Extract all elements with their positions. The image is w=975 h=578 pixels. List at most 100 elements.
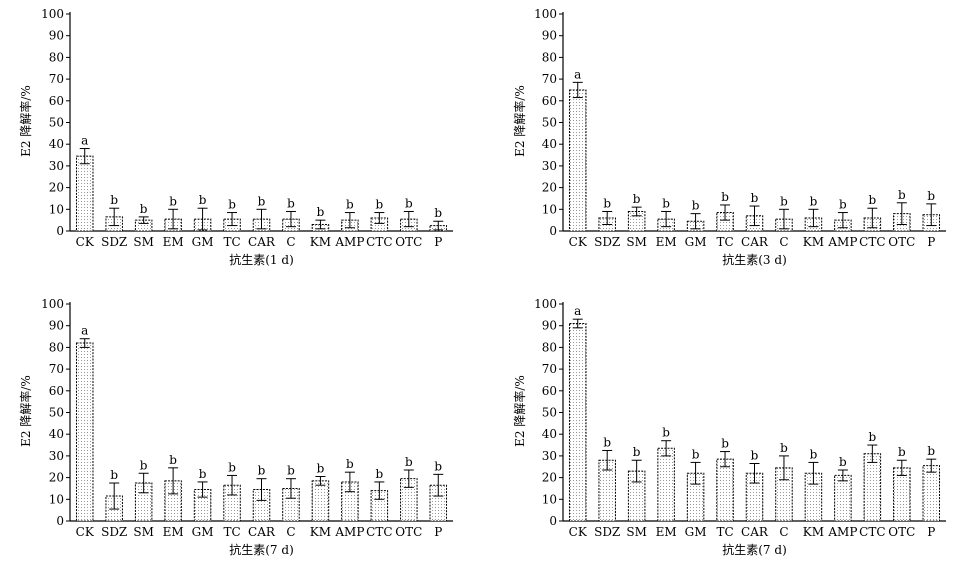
y-tick-label: 20 — [49, 181, 64, 195]
significance-label: b — [898, 188, 906, 202]
significance-label: b — [751, 448, 759, 462]
x-tick-label: SDZ — [594, 525, 620, 539]
bar-p — [922, 465, 941, 522]
significance-label: b — [317, 462, 325, 476]
x-tick-label: AMP — [827, 235, 857, 249]
x-tick-label: P — [927, 235, 935, 249]
y-tick-label: 40 — [542, 427, 557, 441]
x-tick-label: CAR — [741, 235, 769, 249]
y-tick-label: 80 — [49, 340, 64, 354]
x-tick-label: KM — [803, 525, 824, 539]
bar-ctc — [863, 453, 882, 522]
y-tick-label: 20 — [542, 181, 557, 195]
x-tick-label: SDZ — [101, 525, 127, 539]
x-tick-label: P — [927, 525, 935, 539]
significance-label: a — [574, 304, 581, 318]
x-tick-label: AMP — [334, 235, 364, 249]
x-tick-label: CTC — [859, 235, 885, 249]
x-tick-label: C — [779, 525, 788, 539]
x-tick-label: TC — [716, 235, 733, 249]
y-tick-label: 30 — [49, 159, 64, 173]
x-tick-label: OTC — [888, 235, 915, 249]
x-tick-label: GM — [685, 235, 707, 249]
x-tick-label: EM — [163, 525, 184, 539]
significance-label: a — [81, 324, 88, 338]
significance-label: b — [869, 430, 877, 444]
chart-panel-2: 0 10 20 30 40 50 60 70 80 90 100 E2 降解率/% a CK b SDZ b SM… — [512, 7, 946, 267]
y-tick-label: 0 — [549, 514, 557, 528]
x-tick-label: GM — [192, 235, 214, 249]
y-axis-title: E2 降解率/% — [512, 375, 527, 447]
x-tick-label: EM — [656, 525, 677, 539]
y-axis-title: E2 降解率/% — [18, 85, 33, 157]
significance-label: b — [346, 457, 354, 471]
y-tick-label: 80 — [49, 50, 64, 64]
y-tick-label: 50 — [542, 116, 557, 130]
significance-label: b — [287, 464, 295, 478]
significance-label: b — [662, 196, 670, 210]
significance-label: b — [810, 447, 818, 461]
significance-label: b — [346, 198, 354, 212]
x-tick-label: CTC — [859, 525, 885, 539]
x-tick-label: P — [434, 525, 442, 539]
x-tick-label: SM — [133, 525, 154, 539]
x-tick-label: GM — [192, 525, 214, 539]
y-tick-label: 30 — [542, 159, 557, 173]
x-tick-label: C — [779, 235, 788, 249]
significance-label: b — [228, 198, 236, 212]
y-tick-label: 10 — [542, 202, 557, 216]
y-tick-label: 10 — [49, 202, 64, 216]
x-tick-label: CAR — [248, 235, 276, 249]
x-tick-label: AMP — [827, 525, 857, 539]
significance-label: b — [317, 205, 325, 219]
significance-label: b — [228, 460, 236, 474]
y-tick-label: 100 — [41, 7, 64, 21]
significance-label: b — [110, 193, 118, 207]
x-tick-label: GM — [685, 525, 707, 539]
significance-label: b — [199, 467, 207, 481]
y-tick-label: 40 — [49, 137, 64, 151]
significance-label: b — [662, 426, 670, 440]
x-tick-label: AMP — [334, 525, 364, 539]
significance-label: a — [81, 134, 88, 148]
y-tick-label: 50 — [49, 116, 64, 130]
significance-label: b — [376, 198, 384, 212]
significance-label: b — [721, 437, 729, 451]
y-tick-label: 10 — [49, 492, 64, 506]
y-tick-label: 80 — [542, 50, 557, 64]
y-tick-label: 90 — [49, 319, 64, 333]
bar-ck — [75, 155, 94, 232]
significance-label: b — [603, 435, 611, 449]
x-tick-label: SM — [626, 235, 647, 249]
y-tick-label: 70 — [49, 72, 64, 86]
y-tick-label: 50 — [542, 406, 557, 420]
x-axis-title: 抗生素(1 d) — [229, 252, 294, 267]
x-tick-label: CAR — [741, 525, 769, 539]
significance-label: a — [574, 67, 581, 81]
y-tick-label: 90 — [542, 319, 557, 333]
x-tick-label: TC — [223, 235, 240, 249]
y-tick-label: 0 — [56, 514, 64, 528]
significance-label: b — [839, 455, 847, 469]
x-tick-label: SDZ — [101, 235, 127, 249]
x-tick-label: TC — [223, 525, 240, 539]
x-tick-label: EM — [163, 235, 184, 249]
significance-label: b — [692, 199, 700, 213]
x-tick-label: C — [286, 525, 295, 539]
x-tick-label: KM — [310, 525, 331, 539]
y-axis-title: E2 降解率/% — [18, 375, 33, 447]
y-tick-label: 10 — [542, 492, 557, 506]
significance-label: b — [898, 445, 906, 459]
y-tick-label: 60 — [542, 384, 557, 398]
y-tick-label: 40 — [542, 137, 557, 151]
significance-label: b — [258, 464, 266, 478]
significance-label: b — [140, 202, 148, 216]
x-tick-label: TC — [716, 525, 733, 539]
significance-label: b — [839, 198, 847, 212]
x-tick-label: OTC — [395, 525, 422, 539]
significance-label: b — [199, 193, 207, 207]
x-tick-label: CTC — [366, 525, 392, 539]
y-tick-label: 90 — [542, 29, 557, 43]
significance-label: b — [434, 459, 442, 473]
